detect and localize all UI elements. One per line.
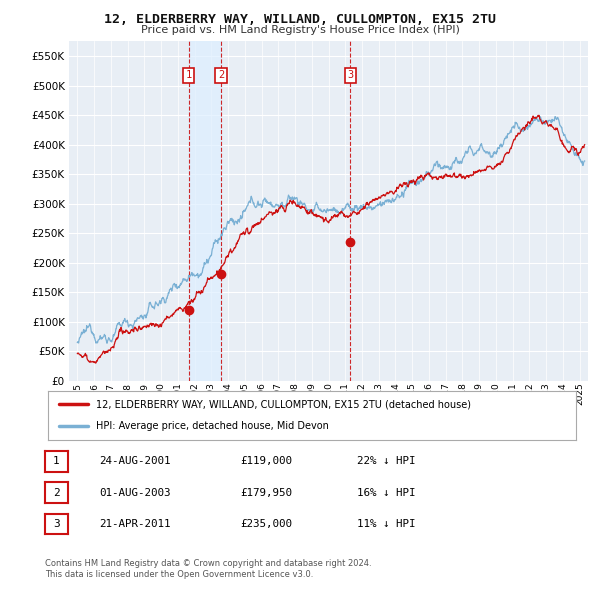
- Text: 11% ↓ HPI: 11% ↓ HPI: [357, 519, 415, 529]
- Text: This data is licensed under the Open Government Licence v3.0.: This data is licensed under the Open Gov…: [45, 570, 313, 579]
- Text: 24-AUG-2001: 24-AUG-2001: [99, 457, 170, 466]
- Bar: [189, 41, 221, 381]
- Text: 3: 3: [53, 519, 60, 529]
- Text: Contains HM Land Registry data © Crown copyright and database right 2024.: Contains HM Land Registry data © Crown c…: [45, 559, 371, 568]
- Text: £119,000: £119,000: [240, 457, 292, 466]
- Text: 3: 3: [347, 70, 353, 80]
- Text: 1: 1: [53, 457, 60, 466]
- Text: 22% ↓ HPI: 22% ↓ HPI: [357, 457, 415, 466]
- Text: 2: 2: [53, 488, 60, 497]
- Text: 2: 2: [218, 70, 224, 80]
- Text: 1: 1: [185, 70, 192, 80]
- Text: £235,000: £235,000: [240, 519, 292, 529]
- Text: Price paid vs. HM Land Registry's House Price Index (HPI): Price paid vs. HM Land Registry's House …: [140, 25, 460, 35]
- Text: 16% ↓ HPI: 16% ↓ HPI: [357, 488, 415, 497]
- Text: 01-AUG-2003: 01-AUG-2003: [99, 488, 170, 497]
- Text: HPI: Average price, detached house, Mid Devon: HPI: Average price, detached house, Mid …: [95, 421, 328, 431]
- Text: £179,950: £179,950: [240, 488, 292, 497]
- Text: 12, ELDERBERRY WAY, WILLAND, CULLOMPTON, EX15 2TU: 12, ELDERBERRY WAY, WILLAND, CULLOMPTON,…: [104, 13, 496, 26]
- Text: 12, ELDERBERRY WAY, WILLAND, CULLOMPTON, EX15 2TU (detached house): 12, ELDERBERRY WAY, WILLAND, CULLOMPTON,…: [95, 399, 470, 409]
- Text: 21-APR-2011: 21-APR-2011: [99, 519, 170, 529]
